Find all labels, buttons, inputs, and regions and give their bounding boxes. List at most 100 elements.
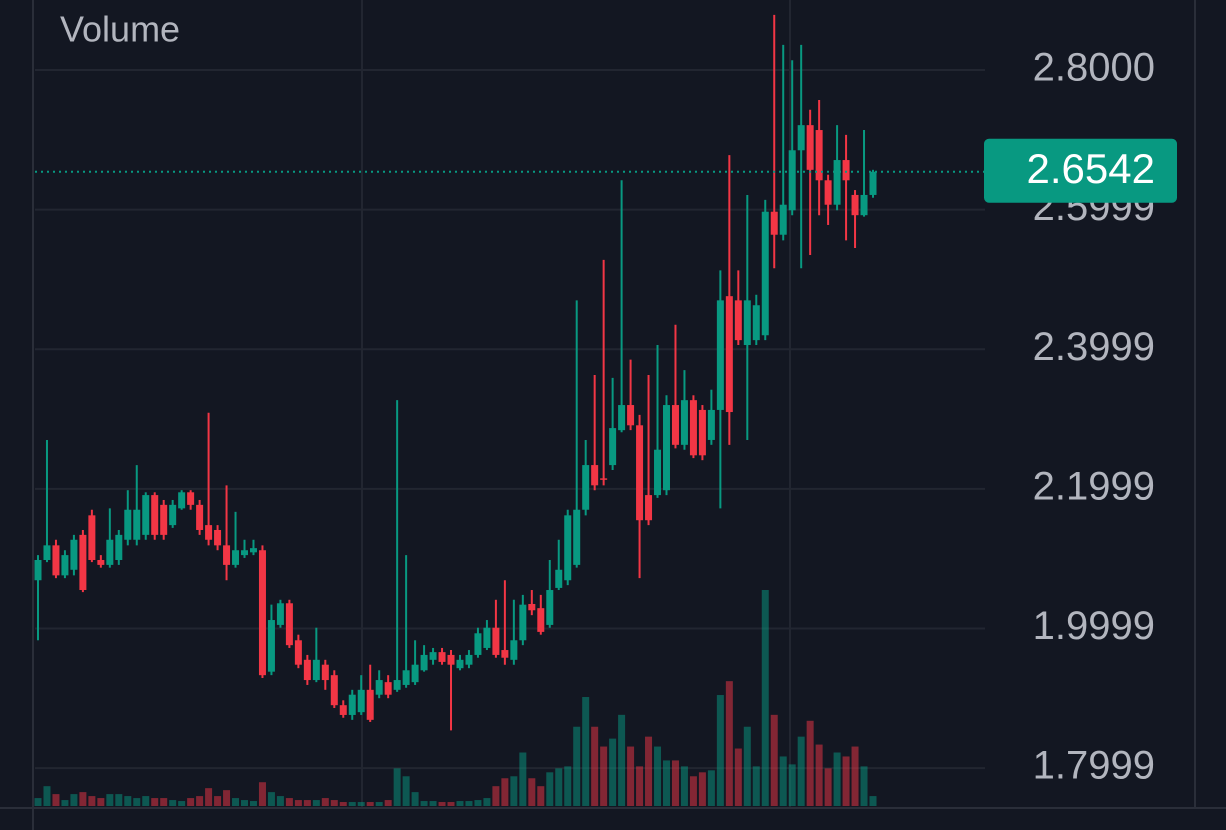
volume-bar	[654, 746, 662, 806]
candle-body	[276, 603, 284, 625]
volume-bar	[232, 798, 240, 806]
candle-body	[483, 627, 491, 648]
volume-bar	[249, 801, 257, 806]
candle-body	[79, 534, 87, 591]
candle-body	[411, 664, 419, 683]
last-price-label: 2.6542	[1027, 145, 1155, 192]
volume-bar	[348, 802, 356, 806]
volume-bar	[734, 748, 742, 806]
volume-bar	[609, 738, 617, 806]
volume-bar	[420, 801, 428, 806]
volume-bar	[61, 800, 69, 806]
volume-bar	[483, 798, 491, 806]
candle-body	[627, 405, 635, 426]
volume-bar	[636, 766, 644, 806]
volume-bar	[223, 790, 231, 806]
candle-body	[106, 539, 114, 565]
volume-bar	[600, 746, 608, 806]
candle-body	[124, 509, 132, 540]
candle-body	[402, 670, 410, 685]
volume-bar	[151, 798, 159, 806]
candle-body	[806, 125, 814, 170]
candle-body	[555, 569, 563, 588]
volume-bar	[330, 800, 338, 806]
candle-body	[61, 555, 69, 576]
candle-body	[537, 608, 545, 632]
candle-body	[582, 465, 590, 510]
candle-body	[456, 659, 464, 669]
volume-bar	[357, 802, 365, 806]
grid	[35, 69, 985, 770]
volume-bar	[725, 681, 733, 806]
volume-bar	[97, 798, 105, 806]
candle-body	[43, 545, 51, 561]
candle-body	[133, 509, 141, 540]
volume-bar	[411, 792, 419, 806]
candle-body	[348, 694, 356, 715]
candle-body	[357, 689, 365, 713]
candle-body	[492, 627, 500, 655]
candle-body	[241, 550, 249, 556]
volume-bar	[662, 760, 670, 806]
candle-body	[707, 409, 715, 440]
volume-bar	[294, 800, 302, 806]
volume-bar	[52, 794, 60, 806]
candle-body	[689, 400, 697, 456]
candle-body	[788, 150, 796, 211]
volume-bar	[79, 792, 87, 806]
volume-bar	[645, 736, 653, 806]
candle-body	[519, 604, 527, 641]
candle-body	[151, 495, 159, 535]
candle-body	[420, 654, 428, 671]
candle-body	[645, 495, 653, 521]
y-tick-label: 2.1999	[1033, 464, 1155, 508]
volume-bar	[384, 800, 392, 806]
volume-bar	[321, 798, 329, 806]
candle-body	[869, 171, 877, 195]
candle-body	[70, 539, 78, 570]
candle-body	[429, 652, 437, 660]
y-tick-label: 1.7999	[1033, 744, 1155, 788]
candle-body	[88, 515, 96, 561]
volume-bar	[160, 798, 168, 806]
price-axis: 2.80002.59992.39992.19991.99991.79992.65…	[35, 46, 1177, 788]
volume-bar	[133, 798, 141, 806]
volume-bar	[169, 800, 177, 806]
candle-body	[797, 125, 805, 151]
candle-body	[618, 405, 626, 431]
volume-bar	[492, 786, 500, 806]
candle-body	[393, 680, 401, 690]
candle-body	[169, 504, 177, 526]
candle-body	[725, 296, 733, 413]
candle-body	[384, 682, 392, 695]
candle-body	[447, 654, 455, 665]
candle-body	[312, 659, 320, 681]
volume-bar	[797, 736, 805, 806]
candle-body	[366, 689, 374, 720]
candle-body	[294, 640, 302, 665]
candle-body	[474, 633, 482, 655]
volume-bar	[43, 786, 51, 806]
volume-bar	[546, 772, 554, 806]
volume-bar	[510, 776, 518, 806]
y-tick-label: 2.8000	[1033, 46, 1155, 90]
volume-bar	[743, 726, 751, 806]
volume-bar	[88, 796, 96, 806]
candle-body	[501, 650, 509, 658]
volume-bar	[716, 695, 724, 806]
volume-bar	[312, 800, 320, 806]
volume-bar	[627, 746, 635, 806]
volume-bar	[447, 802, 455, 806]
volume-bar	[34, 798, 42, 806]
candle-body	[761, 211, 769, 336]
volume-bar	[680, 766, 688, 806]
y-tick-label: 1.9999	[1033, 604, 1155, 648]
volume-bar	[501, 778, 509, 806]
volume-bars	[34, 590, 877, 806]
volume-label: Volume	[60, 9, 180, 50]
candle-body	[743, 300, 751, 346]
candle-body	[375, 680, 383, 695]
volume-bar	[339, 802, 347, 806]
